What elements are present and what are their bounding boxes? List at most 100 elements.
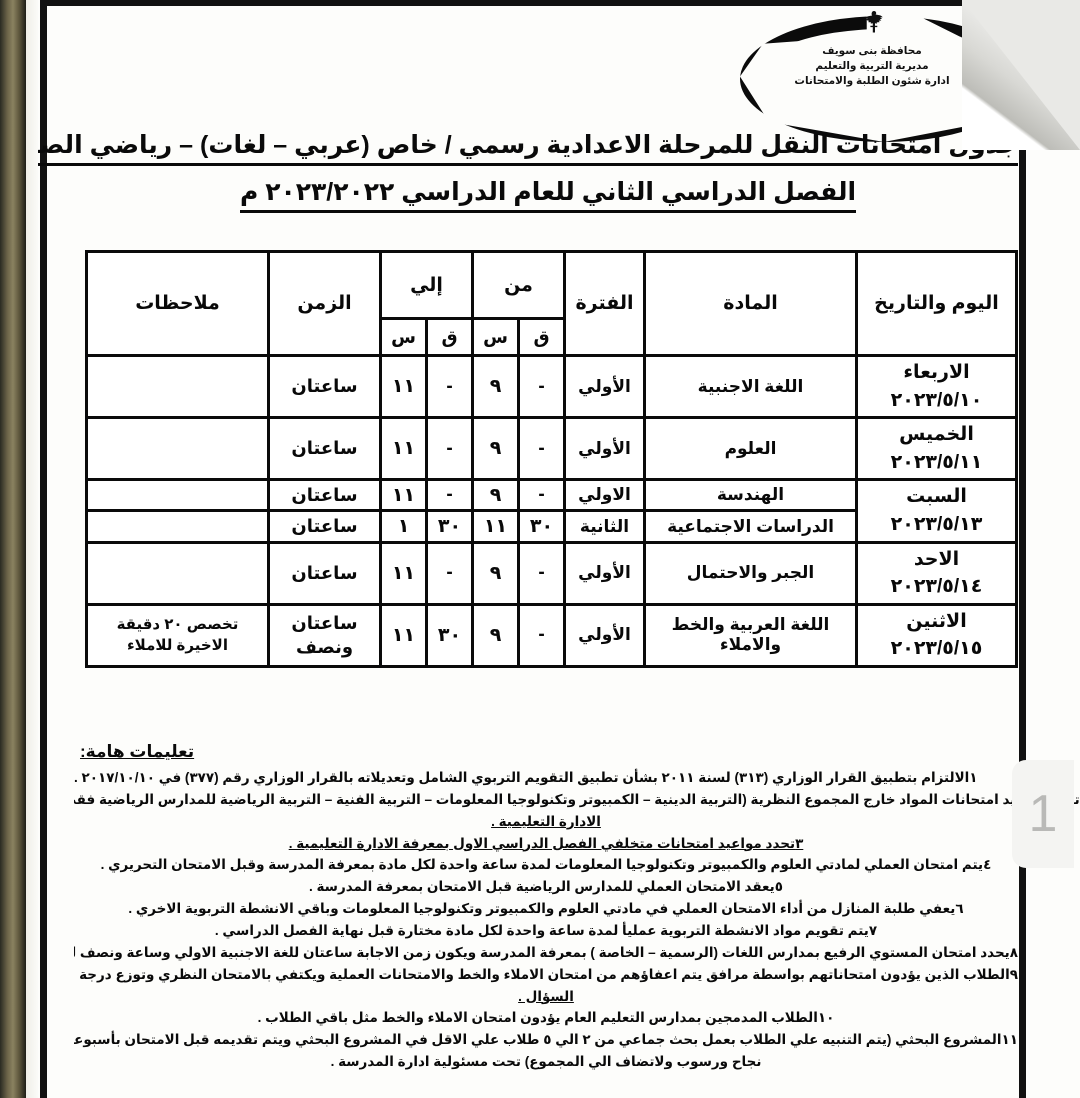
cell-to-minute: -	[425, 353, 474, 420]
instruction-item: نجاح ورسوب ولاتضاف الي المجموع) تحت مسئو…	[330, 1054, 762, 1070]
cell-to-minute: ٣٠	[425, 602, 474, 668]
cell-from-minute: -	[517, 353, 566, 420]
header-to: إلي	[379, 250, 474, 320]
cell-from-minute: -	[517, 602, 566, 668]
header-duration: الزمن	[267, 250, 382, 357]
title-line-1: جدول امتحانات النقل للمرحلة الاعدادية رس…	[0, 130, 1018, 166]
cell-period: الأولي	[563, 540, 646, 606]
cell-day: الاثنين	[906, 610, 967, 632]
cell-period: الأولي	[563, 416, 646, 482]
page-number-marker: 1	[1012, 760, 1074, 868]
header-day-date: اليوم والتاريخ	[855, 250, 1018, 357]
cell-from-minute: ٣٠	[517, 509, 566, 544]
cell-period: الثانية	[563, 509, 646, 544]
cell-to-hour: ١١	[379, 540, 428, 606]
schedule-table-container: اليوم والتاريخ المادة الفترة من إلي الزم…	[85, 250, 1018, 668]
cell-day: السبت	[906, 486, 967, 508]
instruction-item: ٦يعفي طلبة المنازل من أداء الامتحان العم…	[128, 901, 964, 917]
instruction-item: ٢تحدد مواعيد امتحانات المواد خارج المجمو…	[74, 791, 1080, 807]
header-row-main: اليوم والتاريخ المادة الفترة من إلي الزم…	[85, 250, 1018, 357]
cell-from-hour: ٩	[471, 353, 520, 420]
instruction-item: ١الالتزام بتطبيق القرار الوزاري (٣١٣) لس…	[74, 770, 978, 785]
table-row: الخميس ٢٠٢٣/٥/١١ العلوم الأولي -٩-١١ ساعتان	[85, 416, 1018, 482]
cell-subject: اللغة الاجنبية	[643, 353, 858, 420]
cell-day-date: الاثنين ٢٠٢٣/٥/١٥	[855, 602, 1018, 668]
table-row: الاربعاء ٢٠٢٣/٥/١٠ اللغة الاجنبية الأولي -٩-…	[85, 353, 1018, 420]
cell-day-date: الاربعاء ٢٠٢٣/٥/١٠	[855, 353, 1018, 420]
header-from-minute: ق	[517, 317, 566, 357]
cell-from-hour: ٩	[471, 478, 520, 513]
cell-to-hour: ١١	[379, 478, 428, 513]
instruction-item: ١١المشروع البحثي (يتم التنبيه علي الطلاب…	[74, 1032, 1018, 1048]
cell-day-date: الاحد ٢٠٢٣/٥/١٤	[855, 540, 1018, 606]
instruction-item: السؤال .	[518, 988, 574, 1004]
cell-to-hour: ١١	[379, 416, 428, 482]
cell-day: الاحد	[913, 548, 960, 570]
exam-schedule-table: اليوم والتاريخ المادة الفترة من إلي الزم…	[85, 250, 1018, 668]
table-body: الاربعاء ٢٠٢٣/٥/١٠ اللغة الاجنبية الأولي -٩-…	[85, 353, 1018, 668]
cell-duration: ساعتان	[267, 478, 382, 513]
table-row: السبت ٢٠٢٣/٥/١٣ الهندسة الاولي -٩-١١ ساعتان	[85, 478, 1018, 544]
cell-date: ٢٠٢٣/٥/١٣	[890, 513, 983, 535]
table-header: اليوم والتاريخ المادة الفترة من إلي الزم…	[85, 250, 1018, 357]
cell-to-hour: ١١	[379, 602, 428, 668]
header-subject: المادة	[643, 250, 858, 357]
page-border-top	[40, 0, 1026, 6]
table-row: الدراسات الاجتماعية الثانية ٣٠ ١١ ٣٠ ١ ساعتان	[85, 509, 1017, 544]
cell-notes	[85, 416, 270, 482]
header-period: الفترة	[563, 250, 646, 357]
egypt-eagle-emblem-icon	[865, 11, 883, 33]
scanner-edge-highlight	[26, 0, 38, 1098]
cell-notes	[85, 353, 270, 420]
cell-notes: تخصص ٢٠ دقيقة الاخيرة للاملاء	[85, 602, 270, 668]
cell-duration: ساعتان	[267, 416, 382, 482]
cell-from-hour: ٩	[471, 602, 520, 668]
cell-duration: ساعتان	[267, 353, 382, 420]
table-row: الاحد ٢٠٢٣/٥/١٤ الجبر والاحتمال الأولي -٩-١١…	[85, 540, 1018, 606]
cell-day: الاربعاء	[903, 362, 970, 383]
cell-date: ٢٠٢٣/٥/١٥	[890, 638, 983, 660]
header-from-hour: س	[471, 317, 520, 357]
header-notes: ملاحظات	[85, 250, 270, 357]
instruction-item: ١٠الطلاب المدمجين بمدارس التعليم العام ي…	[257, 1010, 835, 1026]
cell-period: الأولي	[563, 602, 646, 668]
cell-period: الأولي	[563, 353, 646, 420]
instructions-list: ١الالتزام بتطبيق القرار الوزاري (٣١٣) لس…	[74, 767, 1080, 1073]
cell-day-date: السبت ٢٠٢٣/٥/١٣	[855, 478, 1018, 544]
cell-from-minute: -	[517, 478, 566, 513]
table-row: الاثنين ٢٠٢٣/٥/١٥ اللغة العربية والخط والا…	[85, 602, 1018, 668]
cell-to-hour: ١١	[379, 353, 428, 420]
cell-duration: ساعتان	[267, 509, 382, 544]
cell-from-minute: -	[517, 416, 566, 482]
page-fold-shadow	[962, 0, 1080, 150]
cell-from-hour: ٩	[471, 416, 520, 482]
scanner-edge-strip	[0, 0, 26, 1098]
cell-to-minute: -	[425, 540, 474, 606]
letterhead-line-2: مديرية التربية والتعليم	[815, 60, 929, 73]
instruction-item: ٤يتم امتحان العملي لمادتي العلوم والكمبي…	[100, 857, 992, 873]
cell-from-hour: ١١	[471, 509, 520, 544]
cell-to-minute: -	[425, 416, 474, 482]
instruction-item: ٧يتم تقويم مواد الانشطة التربوية عمليأ ل…	[214, 923, 878, 939]
header-to-minute: ق	[425, 317, 474, 357]
header-to-hour: س	[379, 317, 428, 357]
header-row-sub: ق س ق س	[87, 317, 1017, 357]
document-title: جدول امتحانات النقل للمرحلة الاعدادية رس…	[0, 130, 1018, 213]
cell-date: ٢٠٢٣/٥/١١	[890, 451, 983, 473]
cell-subject: اللغة العربية والخط والاملاء	[643, 602, 858, 668]
instruction-item: ٩الطلاب الذين يؤدون امتحاناتهم بواسطة مر…	[74, 966, 1018, 982]
cell-date: ٢٠٢٣/٥/١٤	[890, 576, 983, 598]
cell-duration: ساعتان ونصف	[267, 602, 382, 668]
cell-subject: العلوم	[643, 416, 858, 482]
cell-day: الخميس	[899, 424, 974, 446]
instruction-item: ٥يعقد الامتحان العملي للمدارس الرياضية ق…	[308, 879, 783, 895]
cell-period: الاولي	[563, 478, 646, 513]
cell-duration: ساعتان	[267, 540, 382, 606]
page-border-frame	[40, 0, 1026, 1098]
cell-to-minute: -	[425, 478, 474, 513]
cell-to-minute: ٣٠	[425, 509, 474, 544]
cell-subject: الدراسات الاجتماعية	[643, 509, 858, 544]
instruction-item: ٨يحدد امتحان المستوي الرفيع بمدارس اللغا…	[74, 944, 1018, 960]
important-instructions: تعليمات هامة: ١الالتزام بتطبيق القرار ال…	[74, 742, 1080, 1073]
